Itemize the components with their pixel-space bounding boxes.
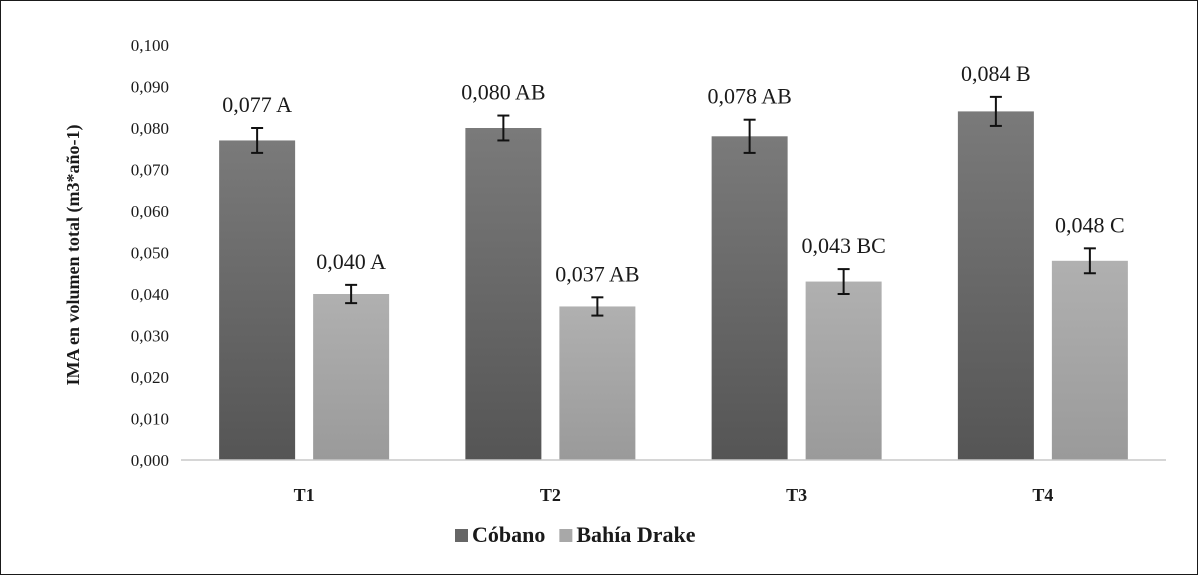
y-tick-label: 0,080 — [131, 119, 169, 138]
y-tick-label: 0,060 — [131, 202, 169, 221]
y-tick-label: 0,040 — [131, 285, 169, 304]
data-label: 0,077 A — [222, 92, 292, 117]
data-label: 0,084 B — [961, 61, 1031, 86]
bar — [559, 306, 636, 460]
data-label: 0,048 C — [1055, 212, 1125, 237]
legend-label: Cóbano — [472, 522, 545, 547]
data-label: 0,080 AB — [461, 80, 545, 105]
bar — [805, 281, 882, 460]
x-category-label: T4 — [1032, 485, 1053, 505]
x-category-label: T2 — [540, 485, 561, 505]
data-label: 0,037 AB — [555, 261, 639, 286]
y-tick-label: 0,020 — [131, 368, 169, 387]
data-label: 0,043 BC — [801, 233, 885, 258]
y-tick-label: 0,030 — [131, 327, 169, 346]
y-tick-label: 0,010 — [131, 410, 169, 429]
bar — [465, 128, 542, 460]
legend-swatch — [559, 529, 573, 542]
bar — [313, 294, 390, 460]
x-category-label: T3 — [786, 485, 807, 505]
legend-label: Bahía Drake — [576, 522, 695, 547]
y-axis-label: IMA en volumen total (m3*año-1) — [63, 125, 84, 386]
legend-swatch — [455, 529, 468, 542]
bar — [711, 136, 788, 461]
y-tick-label: 0,000 — [131, 451, 169, 470]
data-label: 0,078 AB — [707, 84, 791, 109]
y-tick-label: 0,070 — [131, 161, 169, 180]
y-tick-label: 0,100 — [131, 36, 169, 55]
bar — [219, 140, 296, 460]
x-category-label: T1 — [294, 485, 315, 505]
bar — [1051, 260, 1128, 460]
legend: Cóbano Bahía Drake — [455, 522, 696, 547]
y-tick-label: 0,090 — [131, 78, 169, 97]
y-tick-label: 0,050 — [131, 244, 169, 263]
bar — [957, 111, 1034, 461]
data-label: 0,040 A — [316, 249, 386, 274]
